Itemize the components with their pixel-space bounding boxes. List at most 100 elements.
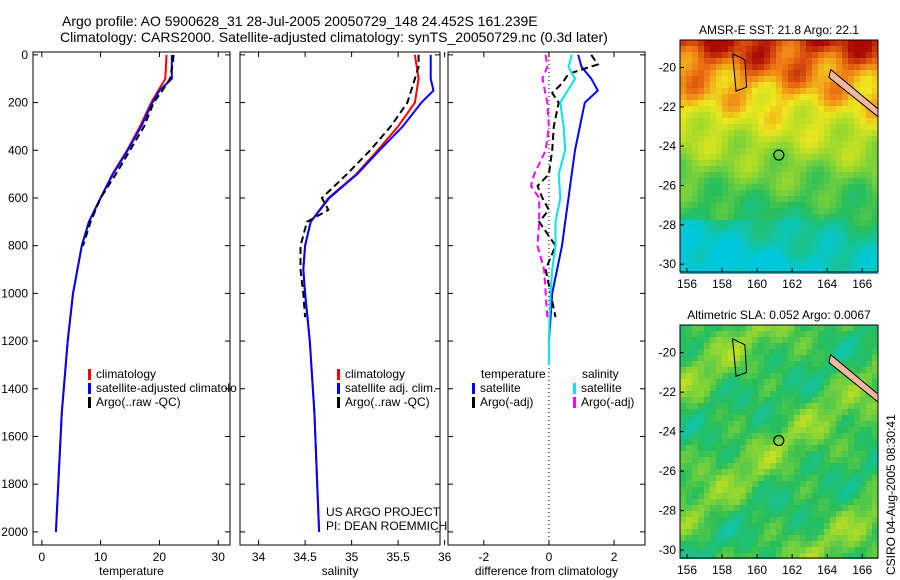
map-cell bbox=[836, 535, 842, 541]
map-cell bbox=[758, 172, 764, 178]
map-cell bbox=[686, 409, 692, 415]
map-cell bbox=[722, 355, 728, 361]
map-cell bbox=[770, 505, 776, 511]
map-cell bbox=[758, 367, 764, 373]
map-cell bbox=[860, 154, 866, 160]
map-cell bbox=[710, 184, 716, 190]
map-cell bbox=[818, 94, 824, 100]
map-cell bbox=[740, 391, 746, 397]
map-cell bbox=[758, 112, 764, 118]
map-cell bbox=[692, 325, 698, 331]
map-cell bbox=[782, 160, 788, 166]
map-cell bbox=[746, 88, 752, 94]
map-cell bbox=[704, 469, 710, 475]
map-cell bbox=[722, 499, 728, 505]
map-cell bbox=[776, 517, 782, 523]
map-cell bbox=[710, 130, 716, 136]
map-cell bbox=[782, 40, 788, 46]
map-cell bbox=[842, 439, 848, 445]
map-cell bbox=[854, 262, 860, 268]
map-cell bbox=[830, 337, 836, 343]
map-cell bbox=[818, 475, 824, 481]
map-cell bbox=[872, 232, 878, 238]
map-cell bbox=[704, 499, 710, 505]
map-cell bbox=[794, 82, 800, 88]
map-cell bbox=[806, 505, 812, 511]
map-cell bbox=[824, 493, 830, 499]
map-cell bbox=[782, 268, 788, 274]
map-cell bbox=[872, 64, 878, 70]
map-cell bbox=[794, 238, 800, 244]
map-cell bbox=[752, 403, 758, 409]
map-cell bbox=[746, 487, 752, 493]
map-cell bbox=[722, 76, 728, 82]
map-cell bbox=[812, 505, 818, 511]
map-cell bbox=[860, 172, 866, 178]
x-tick-label: 162 bbox=[782, 277, 802, 291]
map-cell bbox=[782, 124, 788, 130]
map-cell bbox=[698, 463, 704, 469]
map-cell bbox=[866, 112, 872, 118]
map-cell bbox=[686, 403, 692, 409]
map-cell bbox=[728, 427, 734, 433]
map-cell bbox=[800, 487, 806, 493]
map-cell bbox=[836, 268, 842, 274]
map-cell bbox=[794, 142, 800, 148]
map-cell bbox=[728, 505, 734, 511]
map-cell bbox=[776, 226, 782, 232]
map-cell bbox=[704, 112, 710, 118]
map-cell bbox=[848, 160, 854, 166]
map-cell bbox=[728, 250, 734, 256]
map-cell bbox=[734, 46, 740, 52]
map-cell bbox=[836, 214, 842, 220]
map-cell bbox=[836, 190, 842, 196]
map-cell bbox=[854, 499, 860, 505]
map-cell bbox=[710, 493, 716, 499]
map-cell bbox=[818, 70, 824, 76]
map-cell bbox=[698, 190, 704, 196]
map-cell bbox=[752, 343, 758, 349]
map-cell bbox=[692, 82, 698, 88]
x-tick-label: 158 bbox=[712, 277, 732, 291]
map-cell bbox=[704, 100, 710, 106]
map-cell bbox=[812, 214, 818, 220]
y-tick-label: 0 bbox=[21, 48, 28, 62]
map-cell bbox=[842, 379, 848, 385]
map-cell bbox=[692, 355, 698, 361]
map-cell bbox=[842, 166, 848, 172]
map-cell bbox=[770, 475, 776, 481]
map-cell bbox=[872, 427, 878, 433]
map-cell bbox=[818, 499, 824, 505]
map-cell bbox=[818, 40, 824, 46]
map-cell bbox=[680, 190, 686, 196]
map-cell bbox=[806, 142, 812, 148]
map-cell bbox=[758, 130, 764, 136]
map-cell bbox=[788, 439, 794, 445]
map-cell bbox=[776, 475, 782, 481]
map-cell bbox=[788, 154, 794, 160]
x-tick-label: 166 bbox=[852, 563, 872, 577]
map-cell bbox=[836, 220, 842, 226]
map-cell bbox=[752, 547, 758, 553]
map-cell bbox=[710, 325, 716, 331]
map-cell bbox=[734, 244, 740, 250]
map-cell bbox=[758, 250, 764, 256]
map-cell bbox=[710, 373, 716, 379]
map-cell bbox=[728, 226, 734, 232]
map-cell bbox=[848, 214, 854, 220]
map-cell bbox=[860, 541, 866, 547]
map-cell bbox=[722, 166, 728, 172]
map-cell bbox=[824, 64, 830, 70]
map-cell bbox=[812, 469, 818, 475]
map-cell bbox=[872, 100, 878, 106]
map-cell bbox=[812, 130, 818, 136]
map-cell bbox=[686, 439, 692, 445]
map-cell bbox=[836, 136, 842, 142]
map-cell bbox=[860, 160, 866, 166]
map-cell bbox=[776, 136, 782, 142]
map-cell bbox=[794, 337, 800, 343]
map-cell bbox=[836, 202, 842, 208]
map-cell bbox=[806, 184, 812, 190]
map-cell bbox=[812, 385, 818, 391]
map-cell bbox=[692, 124, 698, 130]
